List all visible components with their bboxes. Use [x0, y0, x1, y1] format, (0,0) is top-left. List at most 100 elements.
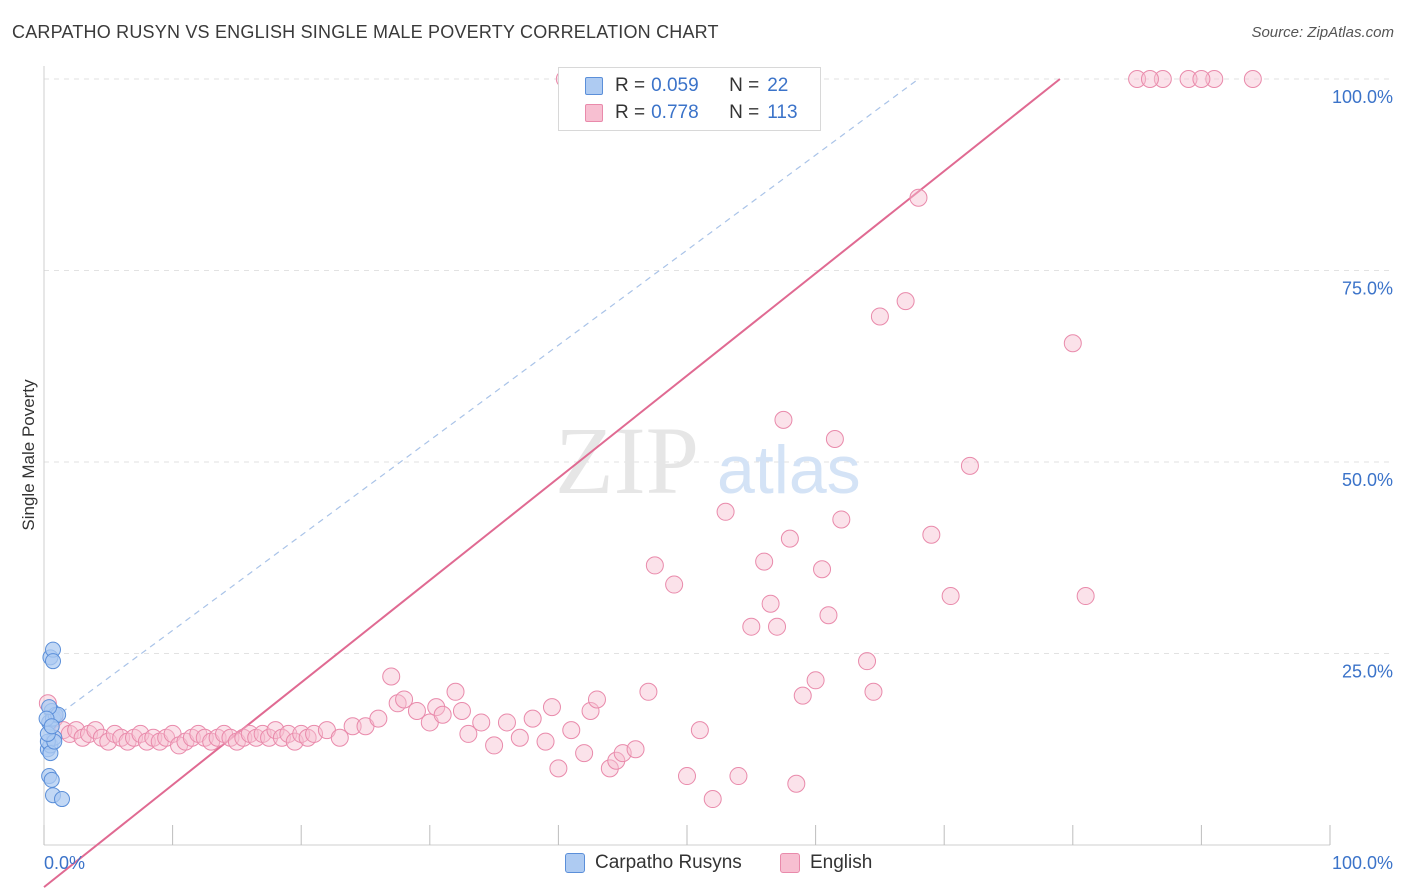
point-english — [896, 292, 915, 311]
point-english — [607, 751, 626, 770]
point-english — [1076, 587, 1095, 606]
point-english — [575, 744, 594, 763]
watermark-atlas: atlas — [717, 432, 861, 508]
legend-n-value: 113 — [767, 102, 798, 123]
point-english — [1205, 70, 1224, 88]
point-english — [1179, 70, 1198, 88]
point-english — [639, 682, 658, 701]
legend-r-value: 0.059 — [651, 75, 699, 96]
point-english — [369, 709, 388, 728]
legend-swatch-blue — [585, 77, 603, 95]
point-english — [1243, 70, 1262, 88]
bottom-legend-english: English — [780, 852, 872, 874]
trend-line-carpatho — [43, 78, 919, 726]
y-tick-label: 50.0% — [1342, 470, 1393, 490]
point-english — [1140, 70, 1159, 88]
point-english — [768, 617, 787, 636]
x-tick-label-max: 100.0% — [1332, 853, 1393, 873]
point-english — [755, 552, 774, 571]
point-english — [678, 767, 696, 786]
point-english — [542, 698, 561, 717]
point-english — [761, 594, 780, 613]
point-english — [806, 671, 825, 690]
point-english — [819, 606, 838, 625]
gridlines — [44, 78, 1392, 654]
point-english — [960, 456, 979, 475]
point-carpatho — [54, 791, 71, 808]
point-english — [729, 767, 748, 786]
y-axis-label: Single Male Poverty — [19, 379, 38, 531]
point-english — [941, 587, 960, 606]
point-english — [825, 430, 844, 449]
legend-row-carpatho: R = 0.059 N = 22 — [559, 73, 788, 99]
y-tick-label: 25.0% — [1342, 662, 1393, 682]
bottom-legend-swatch-blue — [565, 853, 585, 873]
bottom-legend-label: Carpatho Rusyns — [595, 852, 742, 873]
point-english — [774, 410, 793, 429]
point-english — [433, 705, 452, 724]
legend-swatch-pink — [585, 104, 603, 122]
point-english — [485, 736, 504, 755]
point-english — [279, 724, 298, 743]
point-english — [645, 556, 664, 575]
point-english — [780, 529, 799, 548]
point-english — [330, 728, 349, 747]
correlation-legend: R = 0.059 N = 22 R = 0.778 N = 113 — [558, 67, 821, 131]
watermark: ZIP atlas — [555, 407, 861, 514]
legend-n-value: 22 — [767, 75, 789, 96]
bottom-legend-swatch-pink — [780, 853, 800, 873]
y-tick-label: 100.0% — [1332, 87, 1393, 107]
point-english — [626, 740, 645, 759]
point-english — [813, 560, 832, 579]
point-english — [260, 728, 279, 747]
point-english — [452, 701, 471, 720]
legend-n-label: N = — [729, 75, 760, 96]
point-english — [1128, 70, 1147, 88]
point-english — [665, 575, 684, 594]
point-english — [587, 690, 606, 709]
chart-title: CARPATHO RUSYN VS ENGLISH SINGLE MALE PO… — [12, 22, 719, 42]
legend-r-label: R = — [615, 75, 646, 96]
point-carpatho — [45, 653, 62, 670]
legend-row-english: R = 0.778 N = 113 — [559, 100, 798, 126]
point-carpatho — [43, 771, 60, 788]
legend-r-value: 0.778 — [651, 102, 699, 123]
legend-r-label: R = — [615, 102, 646, 123]
point-english — [472, 713, 491, 732]
point-english — [787, 774, 806, 793]
legend-n-label: N = — [729, 102, 760, 123]
point-english — [459, 724, 478, 743]
x-tick-label-min: 0.0% — [44, 853, 85, 873]
point-english — [523, 709, 542, 728]
tick-labels: 25.0% 50.0% 75.0% 100.0% 0.0% 100.0% Single Ma… — [19, 87, 1393, 873]
point-english — [793, 686, 812, 705]
point-english — [600, 759, 619, 778]
point-english — [864, 682, 883, 701]
point-english — [858, 652, 877, 671]
point-english — [1153, 70, 1172, 88]
point-english — [562, 721, 581, 740]
y-tick-label: 75.0% — [1342, 279, 1393, 299]
bottom-legend-carpatho: Carpatho Rusyns — [565, 852, 742, 874]
point-english — [922, 525, 941, 544]
point-english — [909, 188, 928, 207]
point-english — [742, 617, 761, 636]
point-english — [536, 732, 555, 751]
point-english — [395, 690, 414, 709]
point-english — [832, 510, 851, 529]
point-english — [1063, 334, 1082, 353]
point-english — [497, 713, 516, 732]
point-english — [1192, 70, 1211, 88]
point-english — [427, 698, 446, 717]
point-english — [382, 667, 401, 686]
point-english — [407, 701, 426, 720]
point-english — [86, 721, 105, 740]
source-credit: Source: ZipAtlas.com — [1251, 24, 1394, 41]
point-english — [446, 682, 465, 701]
point-english — [690, 721, 709, 740]
point-english — [510, 728, 529, 747]
data-points — [38, 70, 1262, 809]
point-english — [549, 759, 568, 778]
point-english — [716, 502, 735, 521]
